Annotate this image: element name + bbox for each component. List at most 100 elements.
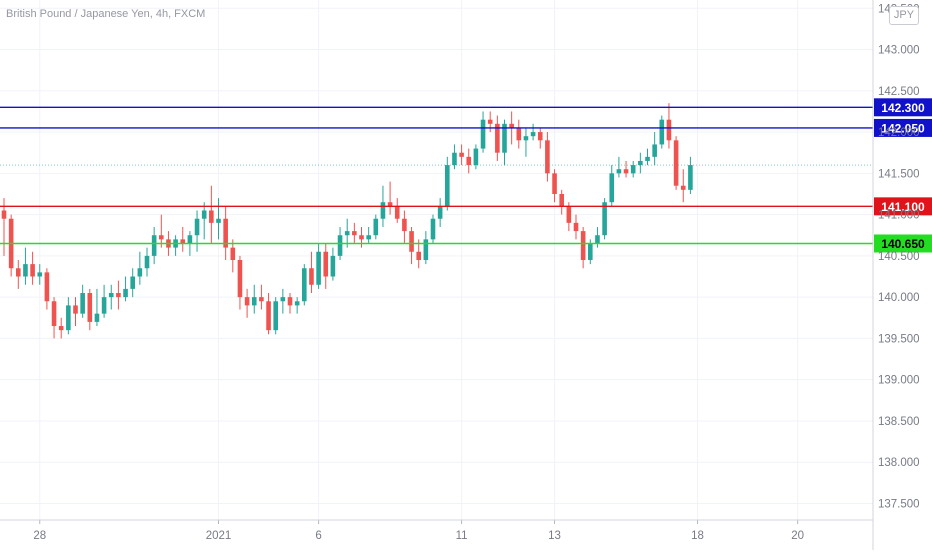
candle-body <box>452 152 457 166</box>
candle <box>44 268 50 310</box>
candle-body <box>552 173 557 194</box>
candle-body <box>523 136 529 141</box>
candle <box>259 284 264 310</box>
candle-body <box>466 156 472 166</box>
candle-body <box>316 251 321 285</box>
candle <box>366 226 371 244</box>
x-tick-label: 20 <box>791 530 804 542</box>
candle <box>530 123 536 141</box>
candle-body <box>209 210 214 223</box>
candle-body <box>58 326 64 331</box>
y-tick-label: 142.000 <box>878 127 920 139</box>
candle-body <box>108 293 114 298</box>
candle-body <box>244 297 250 306</box>
candle <box>394 198 400 223</box>
candle <box>452 144 457 170</box>
candle <box>430 214 436 244</box>
candle-body <box>101 297 107 314</box>
candle <box>237 255 243 310</box>
candle <box>537 127 543 149</box>
candle-body <box>387 202 393 207</box>
y-tick-label: 138.000 <box>878 457 920 469</box>
candle-body <box>680 185 686 190</box>
candle-body <box>280 297 286 302</box>
candle-body <box>416 251 421 260</box>
candle <box>423 231 429 265</box>
candle <box>638 152 643 174</box>
candle <box>437 198 443 227</box>
candle <box>673 136 679 190</box>
candle-body <box>137 268 143 277</box>
candle <box>309 251 314 294</box>
y-tick-label: 140.500 <box>878 251 920 263</box>
candle <box>73 297 78 327</box>
candle-body <box>394 206 400 219</box>
candle <box>352 222 357 244</box>
candle-body <box>159 235 164 240</box>
candle-body <box>480 119 486 149</box>
candle <box>302 264 307 306</box>
y-tick-label: 140.000 <box>878 292 920 304</box>
candle <box>373 214 379 240</box>
candle <box>630 160 636 178</box>
candle-body <box>294 301 300 306</box>
candle <box>387 181 393 215</box>
level-label: 140.650 <box>881 237 925 251</box>
y-tick-label: 141.500 <box>878 168 920 180</box>
candle <box>595 226 600 248</box>
x-tick-label: 11 <box>456 530 468 542</box>
candle <box>688 156 693 194</box>
candle-body <box>80 293 85 314</box>
x-tick-label: 28 <box>33 530 46 542</box>
candle <box>287 293 293 314</box>
candle <box>173 235 178 256</box>
candle <box>108 284 114 310</box>
currency-badge[interactable]: JPY <box>889 6 919 25</box>
candle-body <box>230 247 236 260</box>
candle <box>580 226 586 269</box>
x-tick-label: 6 <box>315 530 321 542</box>
candle <box>659 115 665 149</box>
candle-body <box>559 193 564 207</box>
x-tick-label: 2021 <box>206 530 232 542</box>
candle-body <box>116 293 121 298</box>
candle <box>1 198 7 256</box>
candle-body <box>545 140 550 174</box>
candle-body <box>595 235 600 244</box>
candle <box>473 144 479 170</box>
y-tick-label: 143.000 <box>878 45 920 57</box>
candle <box>573 214 579 240</box>
candle-body <box>623 169 629 174</box>
candle-body <box>37 272 43 277</box>
candle-body <box>273 301 278 331</box>
candle-body <box>144 255 150 269</box>
candle-body <box>1 210 7 219</box>
candle <box>8 214 14 277</box>
candle <box>616 156 622 178</box>
candle <box>459 144 464 166</box>
candle <box>480 111 486 153</box>
candle-body <box>337 235 343 256</box>
y-tick-label: 142.500 <box>878 86 920 98</box>
candle <box>87 288 93 331</box>
candle-body <box>566 206 572 223</box>
candle <box>502 119 507 166</box>
candle <box>123 276 128 302</box>
candle-body <box>16 268 21 277</box>
candle <box>194 210 200 252</box>
candle-body <box>237 260 243 298</box>
candle <box>487 111 493 133</box>
candle <box>466 148 472 174</box>
candle-body <box>673 140 679 186</box>
candle-body <box>373 218 379 236</box>
candle-body <box>330 255 336 277</box>
grid-layer <box>0 0 873 520</box>
candle-body <box>645 156 650 161</box>
candle <box>330 247 336 281</box>
candle-body <box>509 123 514 128</box>
candle <box>116 280 121 310</box>
candle <box>230 239 236 273</box>
candle <box>180 226 186 252</box>
